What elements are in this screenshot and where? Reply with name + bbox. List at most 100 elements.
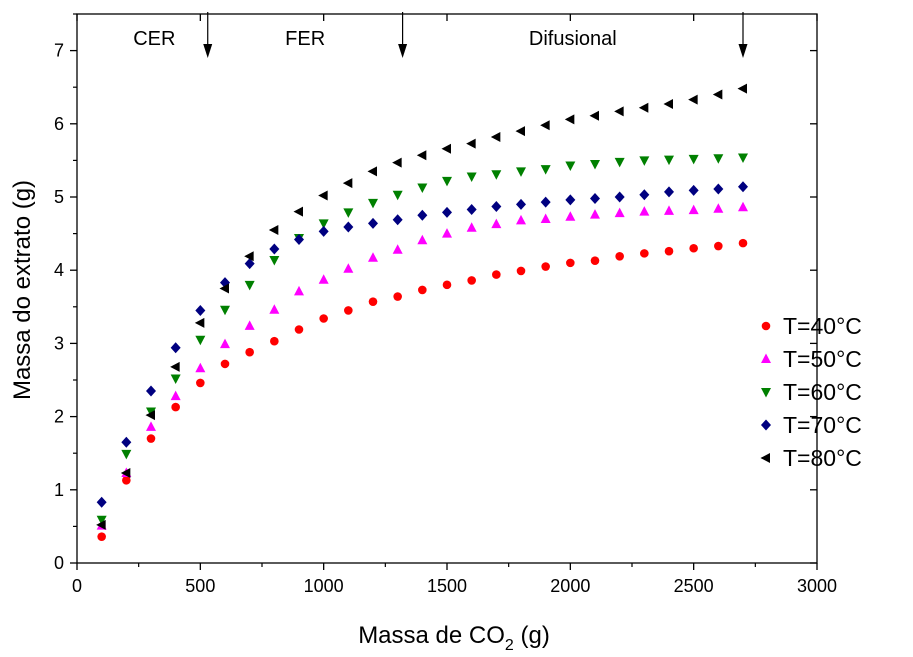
data-point xyxy=(688,184,699,196)
series-5 xyxy=(96,83,747,530)
data-point xyxy=(244,280,255,291)
data-point xyxy=(565,161,576,172)
data-point xyxy=(219,283,229,294)
data-point xyxy=(590,209,600,219)
data-point xyxy=(195,304,206,316)
y-axis-label: Massa do extrato (g) xyxy=(9,180,36,400)
data-point xyxy=(318,274,329,284)
data-point xyxy=(589,110,599,121)
data-point xyxy=(269,243,280,255)
data-point xyxy=(146,434,156,443)
data-point xyxy=(442,206,452,218)
legend-label: T=50°C xyxy=(783,346,862,372)
data-point xyxy=(738,153,748,163)
data-point xyxy=(713,183,724,195)
data-point xyxy=(96,519,106,530)
region-arrow-head xyxy=(738,44,748,58)
y-tick-label: 3 xyxy=(54,333,64,353)
y-tick-label: 6 xyxy=(54,114,64,134)
data-point xyxy=(319,314,328,323)
data-point xyxy=(516,198,526,210)
data-point xyxy=(170,374,181,385)
data-point xyxy=(515,126,525,137)
data-point xyxy=(196,378,205,388)
data-point xyxy=(220,305,230,316)
data-point xyxy=(120,467,131,478)
data-point xyxy=(96,515,107,526)
legend: T=40°C T=50°C T=60°C T=70°C T=80°C xyxy=(760,313,862,471)
x-tick-label: 3000 xyxy=(797,576,837,596)
data-point xyxy=(664,155,674,166)
series-2 xyxy=(96,201,748,530)
region-label: Difusional xyxy=(529,28,617,50)
data-point xyxy=(738,201,748,212)
data-point xyxy=(614,157,625,168)
data-point xyxy=(269,255,280,266)
x-tick-label: 500 xyxy=(185,576,215,596)
y-tick-label: 0 xyxy=(54,553,64,573)
data-point xyxy=(245,347,254,357)
data-point xyxy=(441,143,451,154)
data-point xyxy=(344,306,353,315)
data-point xyxy=(220,359,230,369)
data-point xyxy=(417,209,428,221)
data-point xyxy=(615,251,624,261)
series-1 xyxy=(97,238,748,541)
data-point xyxy=(367,166,377,177)
data-point xyxy=(688,154,699,165)
data-point xyxy=(466,138,476,149)
x-axis-label-main: Massa de CO xyxy=(358,622,505,649)
data-point xyxy=(393,292,402,301)
data-point xyxy=(146,385,156,397)
legend-label: T=70°C xyxy=(783,412,862,438)
data-point xyxy=(516,167,526,177)
axes: 0 500 1000 1500 2000 2500 3000 0 1 2 3 4 5 6 7 xyxy=(54,13,837,596)
x-axis-label-unit: (g) xyxy=(514,622,550,649)
data-point xyxy=(640,249,649,258)
data-point xyxy=(540,165,551,175)
data-point xyxy=(194,317,205,328)
y-tick-label: 7 xyxy=(54,41,64,61)
series-4 xyxy=(96,181,748,508)
data-point xyxy=(614,191,625,203)
data-point xyxy=(195,335,206,346)
data-point xyxy=(516,266,526,276)
data-point xyxy=(714,241,723,251)
data-point xyxy=(590,160,600,170)
data-point xyxy=(170,390,181,401)
data-point xyxy=(368,198,378,209)
data-point xyxy=(738,181,748,193)
data-point xyxy=(466,172,477,183)
data-point xyxy=(442,176,452,187)
x-tick-label: 0 xyxy=(72,576,82,596)
data-point xyxy=(516,214,526,225)
data-point xyxy=(688,204,699,215)
region-arrow-head xyxy=(398,44,408,58)
legend-marker xyxy=(761,321,771,331)
data-point xyxy=(392,190,403,201)
data-point xyxy=(565,211,576,221)
data-point xyxy=(122,475,131,485)
data-point xyxy=(713,203,724,213)
data-point xyxy=(442,228,452,238)
data-point xyxy=(145,410,155,421)
x-axis-label: Massa de CO2 (g) xyxy=(358,622,550,654)
region-markers: CER FER Difusional xyxy=(133,12,748,58)
y-tick-label: 4 xyxy=(54,260,64,280)
data-point xyxy=(664,205,674,215)
data-point xyxy=(738,238,748,248)
data-point xyxy=(244,320,255,330)
data-point xyxy=(368,297,378,306)
data-point xyxy=(442,280,452,290)
data-point xyxy=(146,421,156,431)
data-point xyxy=(638,102,649,113)
data-point xyxy=(639,189,650,201)
data-point xyxy=(318,190,328,201)
data-point xyxy=(490,131,501,142)
data-points xyxy=(96,83,748,541)
y-tick-label: 5 xyxy=(54,187,64,207)
x-tick-label: 1000 xyxy=(304,576,344,596)
data-point xyxy=(368,217,378,229)
data-point xyxy=(664,246,674,256)
